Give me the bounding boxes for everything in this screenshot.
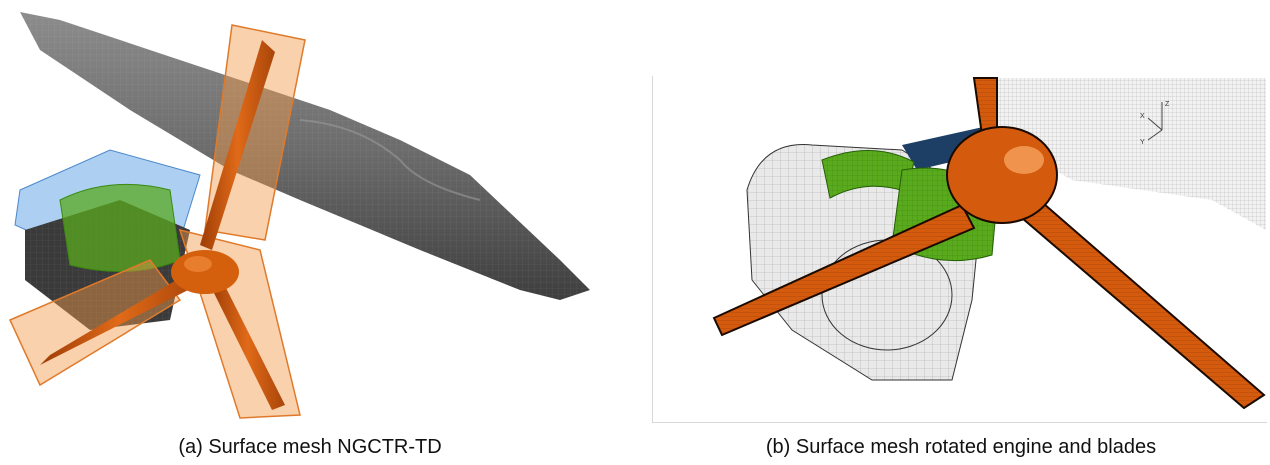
- rotated-engine-mesh-render: Z X Y: [712, 77, 1266, 410]
- blade-lower-right: [210, 280, 285, 410]
- figure-panel-b: Z X Y: [652, 0, 1270, 430]
- axis-z-label: Z: [1165, 101, 1170, 108]
- panel-b-frame: [652, 76, 1267, 423]
- axis-y-label: Y: [1140, 139, 1145, 146]
- blade-top: [972, 77, 998, 137]
- blade-upper: [200, 40, 275, 250]
- blade-lower-left: [40, 272, 198, 365]
- wing-mesh: [982, 78, 1266, 230]
- axis-triad: Z X Y: [1140, 101, 1170, 146]
- green-intake: [59, 183, 181, 272]
- blade-left: [712, 203, 976, 337]
- caption-panel-b: (b) Surface mesh rotated engine and blad…: [765, 436, 1157, 458]
- figure-panel-a: [0, 0, 620, 430]
- axis-x-label: X: [1140, 113, 1145, 120]
- caption-panel-a: (a) Surface mesh NGCTR-TD: [178, 436, 442, 458]
- spinner: [171, 250, 239, 294]
- spinner-b: [946, 126, 1058, 224]
- ngctr-td-mesh-render: [8, 12, 590, 419]
- blade-right: [1020, 202, 1266, 410]
